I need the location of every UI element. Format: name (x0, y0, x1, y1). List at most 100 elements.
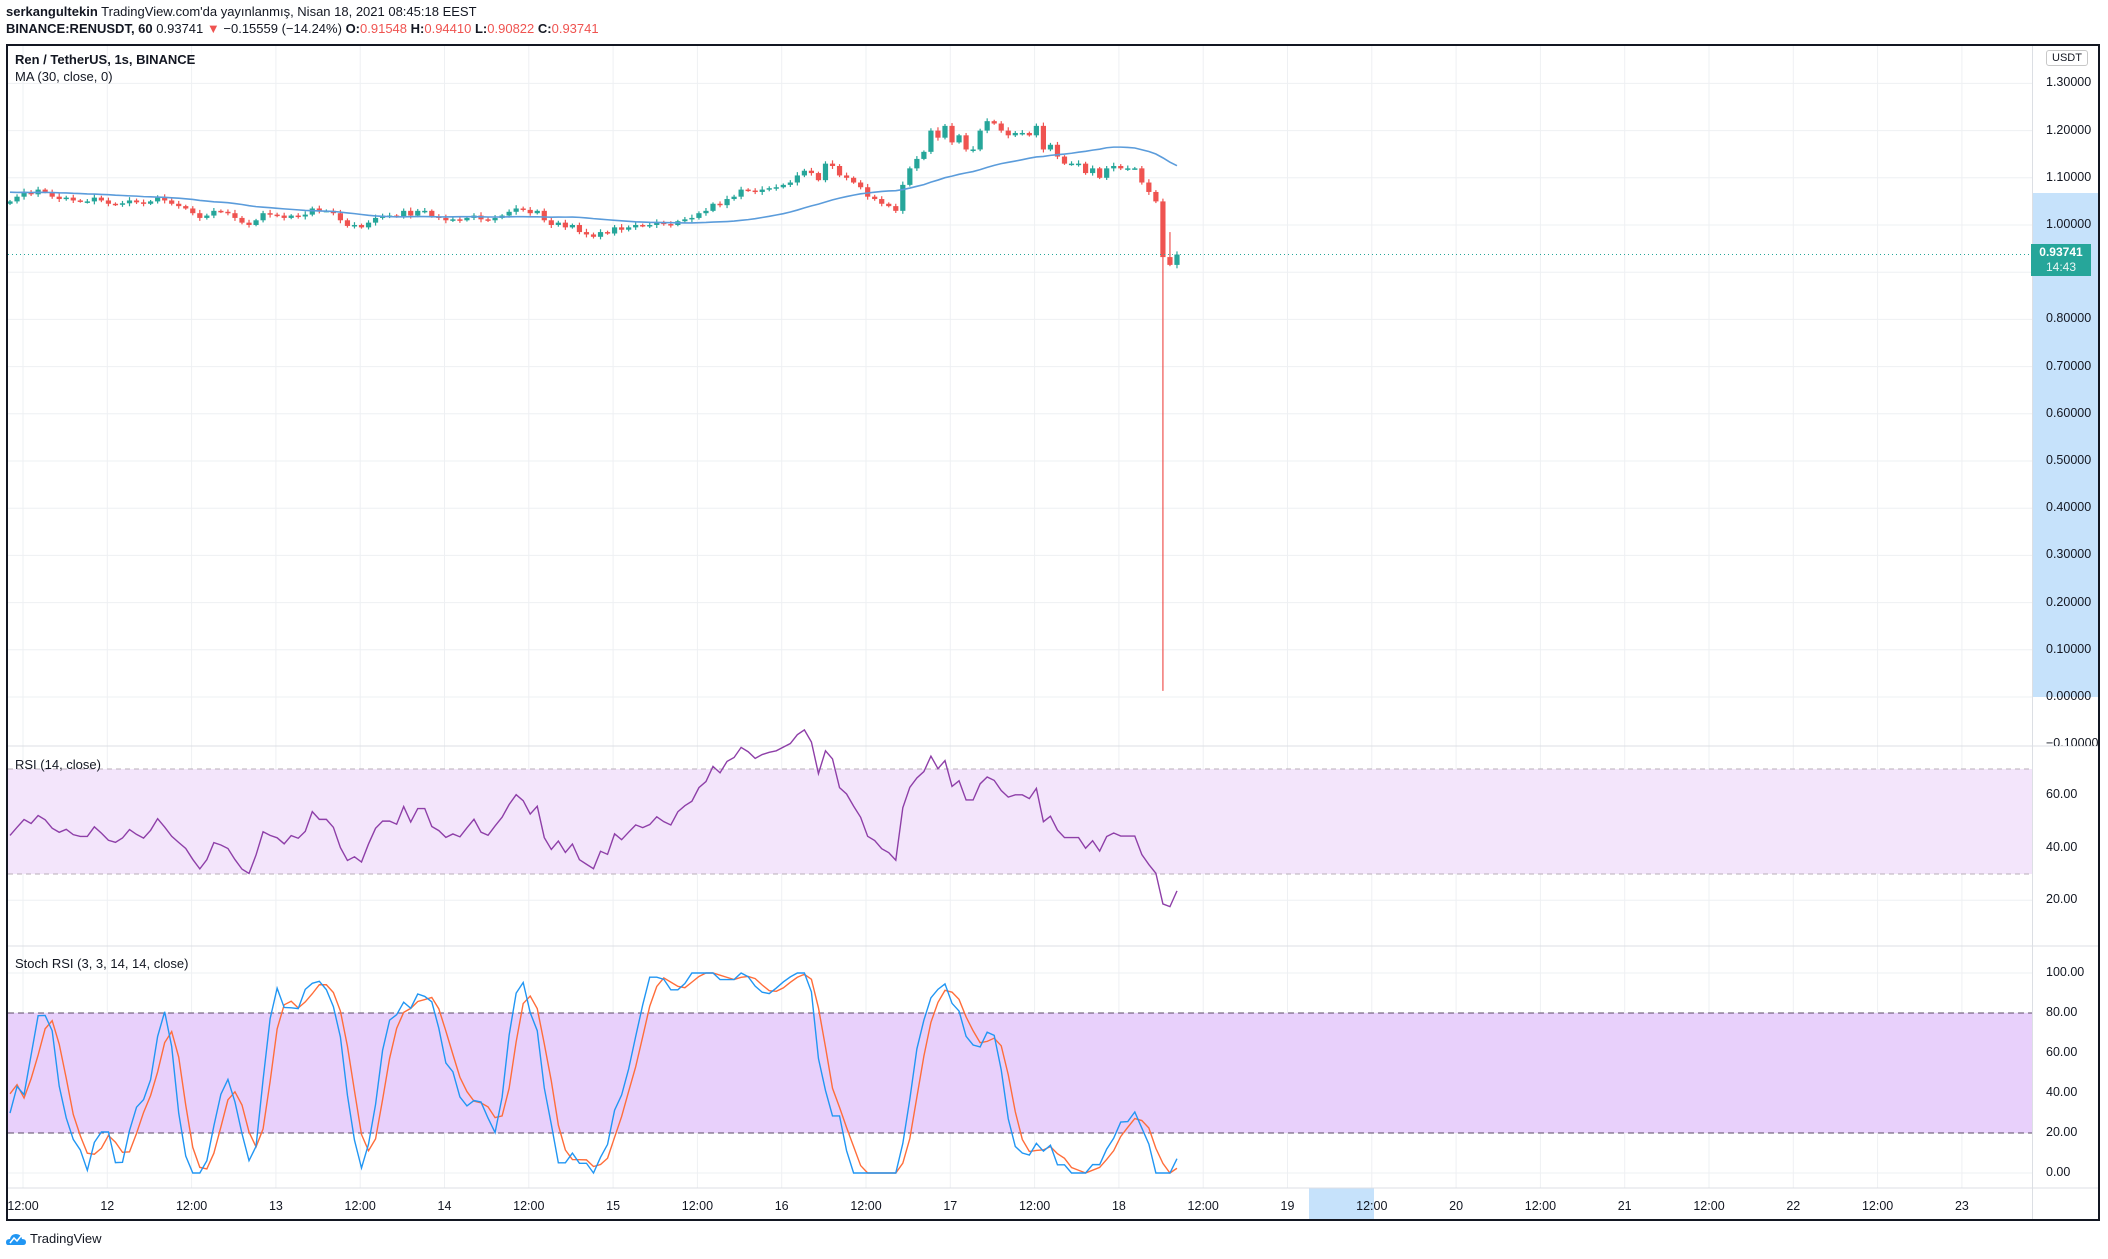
time-tick-label: 12 (100, 1199, 115, 1213)
candle-body (1167, 257, 1173, 265)
candle-body (295, 215, 301, 218)
candle-body (590, 234, 597, 237)
chart-title: Ren / TetherUS, 1s, BINANCE (15, 52, 196, 67)
time-tick-label: 21 (1617, 1199, 1632, 1213)
candle-body (851, 177, 857, 183)
candle-body (865, 187, 871, 197)
author-name: serkangultekin (6, 4, 98, 19)
candle-body (738, 189, 744, 197)
stoch-k-line (9, 972, 1178, 1175)
tradingview-logo[interactable]: TradingView (6, 1231, 102, 1246)
candle-body (583, 232, 590, 235)
time-tick-label: 14 (437, 1199, 452, 1213)
price-axis[interactable]: 1.30000 1.20000 1.10000 1.00000 0.80000 0.700… (2034, 44, 2100, 746)
candle-body (780, 184, 786, 188)
candle-body (309, 208, 315, 215)
price-change: −0.15559 (−14.24%) (223, 21, 342, 36)
candle-body (274, 214, 280, 217)
low-value: 0.90822 (487, 21, 535, 36)
candle-body (513, 208, 519, 212)
candle-body (91, 197, 97, 202)
candle-body (169, 200, 175, 204)
candle-body (745, 189, 751, 192)
candle-body (1174, 254, 1180, 265)
high-value: 0.94410 (424, 21, 472, 36)
price-tick-label: 0.50000 (2046, 453, 2092, 467)
time-tick-label: 12:00 (1018, 1199, 1051, 1213)
rsi-tick-label: 60.00 (2046, 787, 2078, 802)
candle-body (829, 163, 836, 166)
candle-body (604, 232, 611, 234)
rsi-line (9, 728, 1178, 908)
candle-body (928, 130, 934, 152)
time-tick-label: 23 (1954, 1199, 1969, 1213)
time-tick-label: 12:00 (1861, 1199, 1894, 1213)
price-tick-label: 0.70000 (2046, 358, 2092, 373)
candle-body (1097, 168, 1103, 178)
candle-body (1068, 163, 1075, 166)
candle-body (1054, 144, 1061, 157)
candle-body (626, 227, 632, 230)
low-label: L: (474, 21, 488, 36)
candle-body (1132, 168, 1138, 170)
candle-body (914, 158, 920, 169)
stoch-rsi-legend[interactable]: Stoch RSI (3, 3, 14, 14, close) (15, 956, 189, 971)
candle-body (689, 217, 695, 220)
time-tick-label: 12:00 (1693, 1199, 1725, 1213)
candle-body (302, 214, 308, 217)
candle-body (998, 123, 1004, 131)
candle-body (773, 187, 779, 189)
candle-body (766, 188, 772, 190)
candle-body (253, 220, 259, 225)
time-tick-label: 12:00 (7, 1199, 39, 1213)
rsi-legend[interactable]: RSI (14, close) (15, 757, 101, 772)
candle-body (485, 219, 491, 221)
candle-body (267, 213, 273, 215)
candle-body (1033, 125, 1039, 136)
candle-body (907, 168, 913, 185)
candle-body (1026, 132, 1032, 136)
price-tick-label: 0.30000 (2046, 547, 2092, 562)
price-tick-label: 1.30000 (2046, 75, 2092, 90)
open-label: O: (345, 21, 361, 36)
candle-body (661, 222, 667, 225)
candle-body (527, 209, 533, 214)
candle-body (815, 173, 822, 181)
time-tick-label: 22 (1786, 1199, 1801, 1213)
candle-body (879, 199, 885, 204)
symbol-label: BINANCE:RENUSDT, 60 (6, 21, 153, 36)
candle-body (1061, 156, 1068, 164)
candle-body (893, 206, 899, 211)
price-tick-label: 0.60000 (2046, 405, 2092, 420)
stoch-tick-label: 40.00 (2046, 1085, 2078, 1099)
candle-body (365, 222, 372, 228)
candle-body (281, 215, 287, 218)
candle-body (900, 184, 906, 211)
candle-body (576, 225, 583, 233)
candle-body (752, 190, 758, 193)
time-tick-label: 12:00 (513, 1199, 545, 1213)
candle-body (703, 210, 709, 214)
candle-body (1090, 168, 1096, 174)
candle-body (1118, 166, 1124, 169)
high-label: H: (410, 21, 425, 36)
ma-legend[interactable]: MA (30, close, 0) (15, 69, 113, 84)
candle-body (105, 200, 112, 204)
time-tick-label: 18 (1111, 1199, 1126, 1213)
candle-body (492, 217, 498, 221)
candle-body (14, 196, 20, 202)
candle-body (1082, 163, 1089, 174)
price-tick-label: 0.20000 (2046, 594, 2092, 609)
time-tick-label: 12:00 (1356, 1199, 1388, 1213)
price-tick-label: 1.10000 (2046, 169, 2092, 184)
last-price: 0.93741 (156, 21, 204, 36)
candle-body (239, 217, 245, 223)
stoch-tick-label: 0.00 (2046, 1165, 2071, 1179)
candle-body (682, 219, 688, 222)
candle-body (886, 203, 892, 207)
currency-button[interactable]: USDT (2046, 50, 2088, 66)
candle-body (63, 197, 69, 200)
candle-body (21, 191, 27, 197)
candle-body (710, 203, 716, 211)
